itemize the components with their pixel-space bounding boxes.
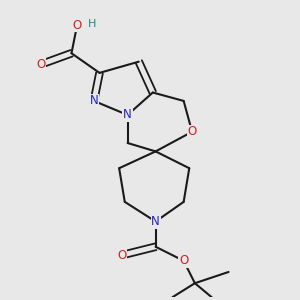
Text: O: O	[117, 249, 127, 262]
Text: O: O	[179, 254, 188, 267]
Text: N: N	[123, 108, 132, 122]
Text: O: O	[36, 58, 45, 71]
Text: N: N	[89, 94, 98, 107]
Text: O: O	[188, 125, 197, 138]
Text: O: O	[73, 19, 82, 32]
Text: H: H	[88, 19, 97, 29]
Text: N: N	[151, 215, 160, 228]
